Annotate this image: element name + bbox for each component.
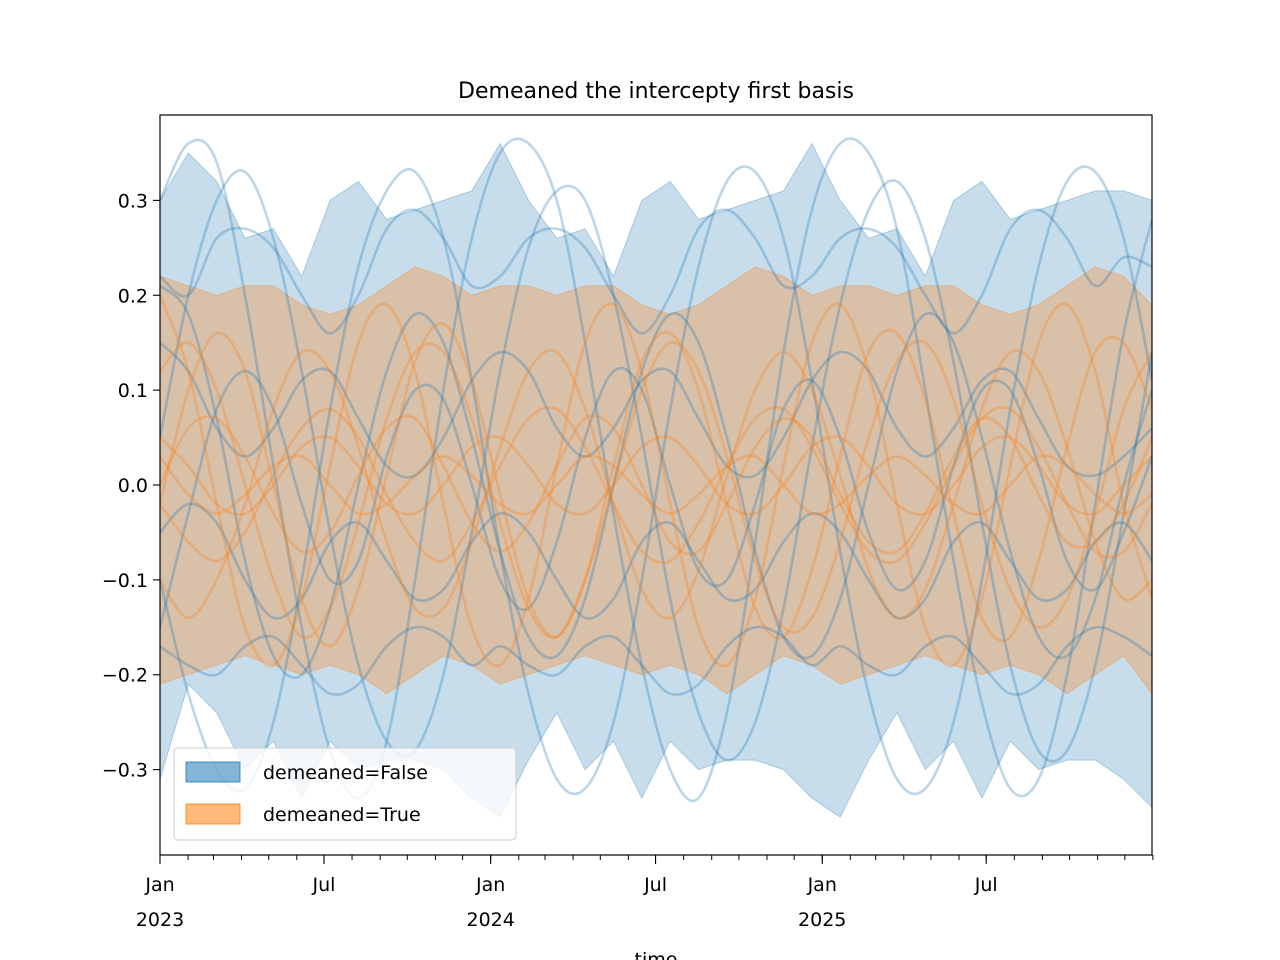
y-tick-label: 0.3: [118, 190, 148, 212]
legend-label-true: demeaned=True: [263, 804, 421, 826]
x-axis-label: time: [635, 949, 678, 960]
legend-swatch-true: [185, 803, 241, 825]
sample-line-demeaned-false: [160, 366, 1152, 628]
sample-line-demeaned-false: [160, 341, 1152, 479]
sample-line-demeaned-true: [160, 322, 1152, 648]
y-tick-label: 0.0: [118, 475, 148, 497]
x-tick-year-label: 2024: [466, 909, 514, 931]
sample-line-demeaned-true: [160, 405, 1152, 565]
y-tick-label: 0.2: [118, 285, 148, 307]
x-tick-label: Jul: [974, 874, 998, 896]
sample-line-demeaned-true: [160, 454, 1152, 516]
sample-line-demeaned-false: [160, 165, 1152, 796]
sample-line-demeaned-false: [160, 137, 1152, 803]
sample-line-demeaned-false: [160, 284, 1152, 680]
x-tick-year-label: 2025: [798, 909, 846, 931]
sample-line-demeaned-true: [160, 348, 1152, 620]
legend-box: [173, 747, 517, 841]
x-axis: Jan 2023 Jul Jan 2024 Jul Jan 2025 Jul: [136, 855, 1154, 931]
sample-lines-layer: [160, 137, 1152, 803]
sample-line-demeaned-false: [160, 169, 1152, 763]
band-demeaned-true: [160, 266, 1152, 695]
sample-line-demeaned-false: [160, 625, 1152, 696]
chart-title: Demeaned the intercepty first basis: [458, 79, 854, 104]
legend-label-false: demeaned=False: [263, 762, 428, 784]
x-tick-label: Jan: [475, 874, 505, 896]
x-tick-label: Jan: [807, 874, 837, 896]
sample-line-demeaned-true: [160, 294, 1152, 668]
sample-line-demeaned-false: [160, 502, 1152, 620]
sample-line-demeaned-true: [160, 414, 1152, 556]
sample-line-demeaned-true: [160, 435, 1152, 516]
x-tick-label: Jul: [643, 874, 667, 896]
sample-line-demeaned-false: [160, 208, 1152, 335]
x-tick-year-label: 2023: [136, 909, 184, 931]
sample-line-demeaned-true: [160, 339, 1152, 639]
y-axis: 0.3 0.2 0.1 0.0 −0.1 −0.2 −0.3: [102, 190, 160, 782]
bands-layer: [160, 142, 1152, 818]
y-tick-label: 0.1: [118, 380, 148, 402]
x-tick-label: Jan: [144, 874, 174, 896]
legend-swatch-false: [185, 761, 241, 783]
legend: demeaned=False demeaned=True: [173, 747, 517, 841]
y-tick-label: −0.2: [102, 665, 148, 687]
y-tick-label: −0.1: [102, 570, 148, 592]
x-tick-label: Jul: [312, 874, 336, 896]
y-tick-label: −0.3: [102, 760, 148, 782]
